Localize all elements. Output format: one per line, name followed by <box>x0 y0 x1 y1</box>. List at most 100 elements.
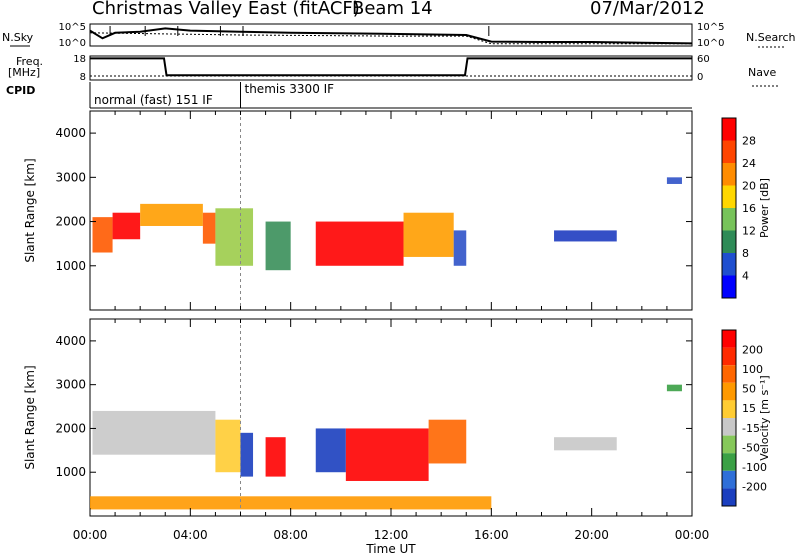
colorbar-tick-label: 20 <box>742 180 756 193</box>
nave-tick-bottom: 0 <box>697 72 703 83</box>
heatmap-cell <box>202 212 216 244</box>
colorbar-tick-label: 200 <box>742 344 763 357</box>
colorbar-frame <box>721 329 737 507</box>
heatmap-cell <box>240 432 254 477</box>
heatmap-cell <box>90 496 492 510</box>
colorbar-segment <box>722 418 736 436</box>
y-tick-label: 1000 <box>55 259 86 273</box>
colorbar-segment <box>722 488 736 506</box>
heatmap-cell <box>215 419 241 473</box>
colorbar-tick-label: 16 <box>742 202 756 215</box>
colorbar-segment <box>722 253 736 276</box>
heatmap-cell <box>403 212 454 257</box>
colorbar-segment <box>722 275 736 298</box>
y-axis-label: Slant Range [km] <box>23 158 37 262</box>
freq-unit-label: [MHz] <box>8 66 41 79</box>
x-tick-label: 20:00 <box>574 528 609 542</box>
noise-tick-left-bottom: 10^0 <box>59 38 86 49</box>
date-label: 07/Mar/2012 <box>590 0 705 19</box>
x-tick-label: 00:00 <box>73 528 108 542</box>
heatmap-cell <box>554 437 617 451</box>
colorbar-tick-label: 100 <box>742 363 763 376</box>
colorbar-segment <box>722 453 736 471</box>
heatmap-cell <box>215 208 254 266</box>
colorbar-segment <box>722 330 736 348</box>
x-tick-label: 04:00 <box>173 528 208 542</box>
x-tick-label: 16:00 <box>474 528 509 542</box>
freq-tick-bottom: 8 <box>80 72 86 83</box>
x-tick-label: 00:00 <box>675 528 710 542</box>
y-tick-label: 2000 <box>55 215 86 229</box>
freq-series <box>90 57 692 77</box>
heatmap-cell <box>666 177 682 184</box>
colorbar-label: Power [dB] <box>758 178 771 238</box>
nsky-label: N.Sky <box>2 31 34 44</box>
colorbar-segment <box>722 140 736 163</box>
colorbar-label: Velocity [m s⁻¹] <box>758 375 771 460</box>
cpid-mode-label: normal (fast) 151 IF <box>94 93 213 107</box>
colorbar-segment <box>722 400 736 418</box>
colorbar-segment <box>722 118 736 141</box>
colorbar-segment <box>722 208 736 231</box>
colorbar-tick-label: 12 <box>742 225 756 238</box>
colorbar-tick-label: 50 <box>742 383 756 396</box>
noise-tick-right-top: 10^5 <box>697 22 724 33</box>
colorbar-tick-label: 24 <box>742 157 756 170</box>
heatmap-cell <box>315 428 346 473</box>
freq-tick-top: 18 <box>73 54 86 65</box>
colorbar-tick-label: -200 <box>742 480 767 493</box>
colorbar-segment <box>722 382 736 401</box>
heatmap-cell <box>345 428 429 481</box>
noise-tick-right-bottom: 10^0 <box>697 38 724 49</box>
heatmap-cell <box>666 384 682 392</box>
y-tick-label: 3000 <box>55 378 86 392</box>
colorbar-segment <box>722 365 736 383</box>
colorbar-tick-label: -100 <box>742 461 767 474</box>
colorbar-tick-label: 15 <box>742 402 756 415</box>
heatmap-cell <box>554 230 617 242</box>
heatmap-cell <box>453 230 467 266</box>
colorbar-tick-label: -50 <box>742 441 760 454</box>
beam-label: Beam 14 <box>352 0 433 19</box>
heatmap-cell <box>315 221 404 266</box>
colorbar-tick-label: 4 <box>742 270 749 283</box>
x-tick-label: 08:00 <box>273 528 308 542</box>
heatmap-cell <box>92 410 216 455</box>
colorbar-frame <box>721 117 737 299</box>
heatmap-cell <box>265 437 286 477</box>
y-tick-label: 2000 <box>55 421 86 435</box>
freq-panel-frame <box>89 55 693 81</box>
heatmap-cell <box>140 203 203 226</box>
colorbar-segment <box>722 230 736 253</box>
heatmap-cell <box>112 212 141 240</box>
colorbar-tick-label: 28 <box>742 135 756 148</box>
y-tick-label: 4000 <box>55 334 86 348</box>
nave-tick-top: 60 <box>697 54 710 65</box>
y-axis-label: Slant Range [km] <box>23 365 37 469</box>
colorbar-segment <box>722 347 736 366</box>
colorbar-tick-label: -15 <box>742 422 760 435</box>
freq-label: Freq. <box>16 55 44 68</box>
nsearch-label: N.Search <box>746 31 796 44</box>
y-tick-label: 3000 <box>55 170 86 184</box>
noise-series-nsky <box>89 27 693 45</box>
y-tick-label: 1000 <box>55 465 86 479</box>
heatmap-cell <box>265 221 291 271</box>
colorbar-segment <box>722 435 736 454</box>
y-tick-label: 4000 <box>55 126 86 140</box>
colorbar-segment <box>722 185 736 208</box>
cpid-label: CPID <box>6 84 36 97</box>
plot-title: Christmas Valley East (fitACF) <box>92 0 360 19</box>
colorbar-segment <box>722 163 736 186</box>
heatmap-cell <box>92 217 113 253</box>
noise-panel-frame <box>89 23 693 47</box>
noise-tick-left-top: 10^5 <box>59 22 86 33</box>
heatmap-cell <box>428 419 467 464</box>
x-axis-label: Time UT <box>365 542 416 554</box>
x-tick-label: 12:00 <box>374 528 409 542</box>
nave-label: Nave <box>748 66 777 79</box>
colorbar-segment <box>722 470 736 489</box>
cpid-mode-label: themis 3300 IF <box>245 82 335 96</box>
